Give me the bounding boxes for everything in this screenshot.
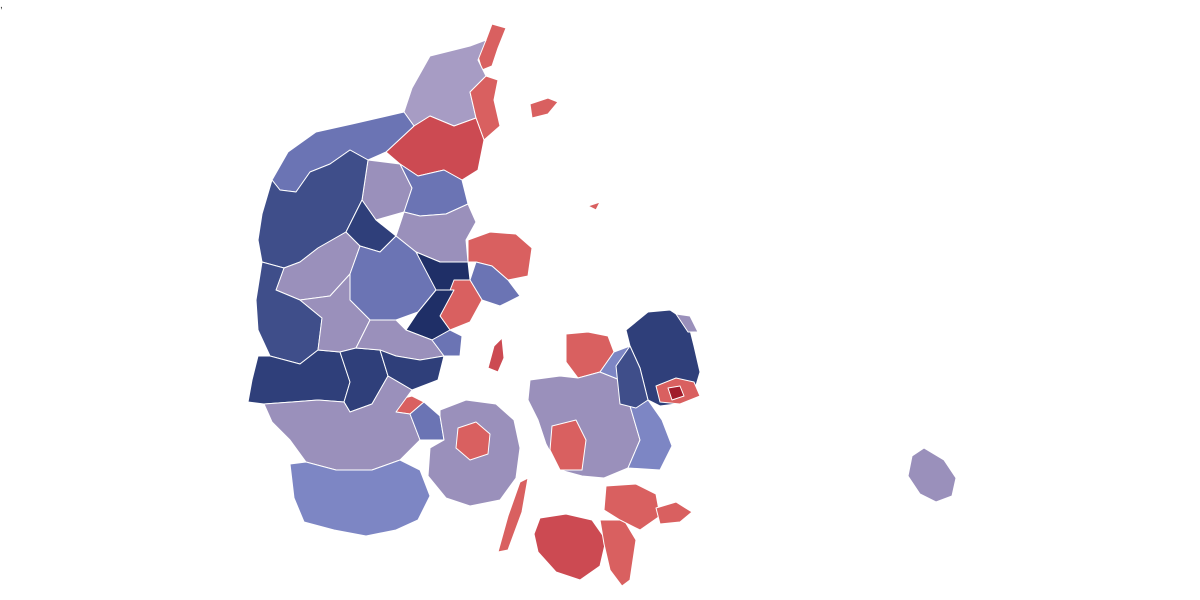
region-samso[interactable] [487,337,505,373]
region-south-jutland-lav[interactable] [263,375,421,471]
region-odense-red[interactable] [455,421,491,461]
region-vendsyssel-red[interactable] [385,115,485,181]
region-falster[interactable] [599,519,637,587]
region-bornholm[interactable] [907,447,957,503]
region-east-blue2[interactable] [431,329,463,357]
region-south-jutland-blue[interactable] [289,459,431,537]
region-anholt[interactable] [587,201,601,211]
region-north-east-red[interactable] [469,75,501,141]
corner-text: , [0,0,3,11]
region-laeso[interactable] [529,97,559,119]
region-zealand-south-red[interactable] [549,419,587,471]
region-moen-south[interactable] [603,483,661,531]
region-moen[interactable] [655,501,693,525]
region-capital-blue[interactable] [615,345,649,409]
region-langeland[interactable] [497,477,529,553]
region-copenhagen-core[interactable] [667,385,685,401]
region-north-lavender[interactable] [403,39,487,127]
region-capital-lav[interactable] [675,313,699,333]
region-djursland-red[interactable] [467,231,533,281]
region-lolland[interactable] [533,513,607,581]
